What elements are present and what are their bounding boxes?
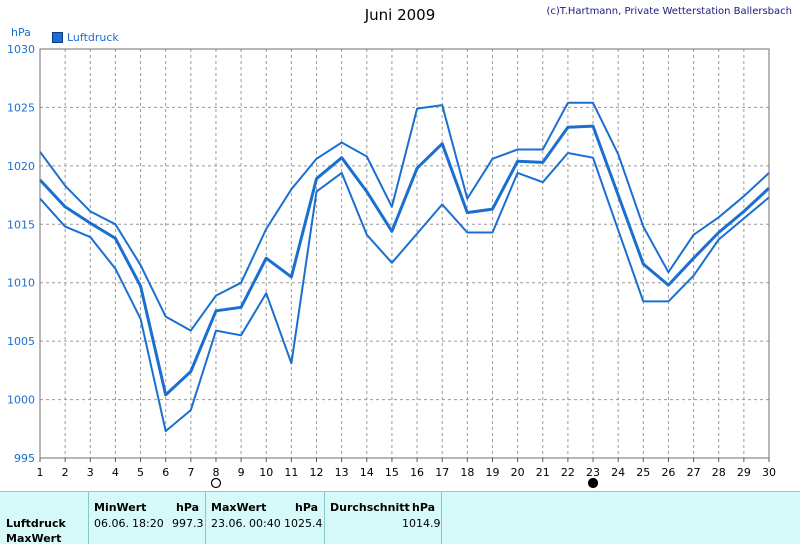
y-tick-label: 1030 [7,43,35,56]
min-date: 06.06. [94,517,129,530]
x-tick-label: 17 [435,466,449,479]
series-lines [38,101,771,433]
plot-frame [39,48,770,459]
x-tick-label: 6 [162,466,169,479]
x-tick-label: 15 [385,466,399,479]
x-tick-label: 7 [187,466,194,479]
x-tick-label: 4 [112,466,119,479]
y-tick-label: 1010 [7,277,35,290]
x-tick-label: 3 [87,466,94,479]
x-tick-label: 13 [335,466,349,479]
header-avg: Durchschnitt [330,501,410,514]
column-divider [441,492,442,544]
x-tick-label: 30 [762,466,776,479]
x-tick-label: 8 [212,466,219,479]
series-line-min [39,152,770,433]
series-line-mean [38,124,771,397]
x-tick-label: 20 [511,466,525,479]
x-tick-label: 26 [661,466,675,479]
legend-swatch [52,32,63,43]
x-tick-label: 9 [238,466,245,479]
x-tick-label: 24 [611,466,625,479]
full-moon-icon [210,477,222,489]
min-value: 997.3 [172,517,204,530]
header-max-unit: hPa [295,501,319,514]
avg-value: 1014.9 [402,517,441,530]
y-axis-unit: hPa [11,26,31,39]
chart-title: Juni 2009 [364,6,436,24]
chart-credit: (c)T.Hartmann, Private Wetterstation Bal… [546,6,792,17]
x-tick-label: 16 [410,466,424,479]
y-tick-label: 1005 [7,335,35,348]
y-tick-label: 1020 [7,160,35,173]
new-moon-icon [587,477,599,489]
min-time: 18:20 [132,517,164,530]
column-divider [88,492,89,544]
column-divider [205,492,206,544]
legend-label: Luftdruck [67,31,119,44]
y-tick-label: 1025 [7,101,35,114]
y-tick-label: 1015 [7,218,35,231]
header-min-unit: hPa [176,501,200,514]
x-tick-label: 12 [310,466,324,479]
x-tick-label: 25 [636,466,650,479]
header-avg-unit: hPa [412,501,436,514]
x-tick-label: 23 [586,466,600,479]
x-tick-label: 1 [37,466,44,479]
summary-table: MinWert hPa MaxWert hPa Durchschnitt hPa… [0,491,800,545]
x-tick-label: 5 [137,466,144,479]
x-tick-label: 18 [460,466,474,479]
y-tick-label: 1000 [7,394,35,407]
x-tick-label: 19 [485,466,499,479]
grid [40,49,769,458]
max-time: 00:40 [249,517,281,530]
legend: Luftdruck [52,31,119,44]
column-divider [324,492,325,544]
x-tick-label: 10 [259,466,273,479]
x-tick-label: 28 [712,466,726,479]
row-label-luftdruck: Luftdruck [6,517,66,530]
header-min: MinWert [94,501,147,514]
series-line-max [39,101,770,332]
max-value: 1025.4 [284,517,323,530]
x-tick-label: 11 [284,466,298,479]
x-tick-label: 21 [536,466,550,479]
max-date: 23.06. [211,517,246,530]
row-label-maxwert: MaxWert [6,532,62,545]
x-tick-label: 27 [687,466,701,479]
x-tick-label: 29 [737,466,751,479]
y-tick-label: 995 [14,452,35,465]
header-max: MaxWert [211,501,267,514]
x-tick-label: 2 [62,466,69,479]
x-tick-label: 14 [360,466,374,479]
x-tick-label: 22 [561,466,575,479]
